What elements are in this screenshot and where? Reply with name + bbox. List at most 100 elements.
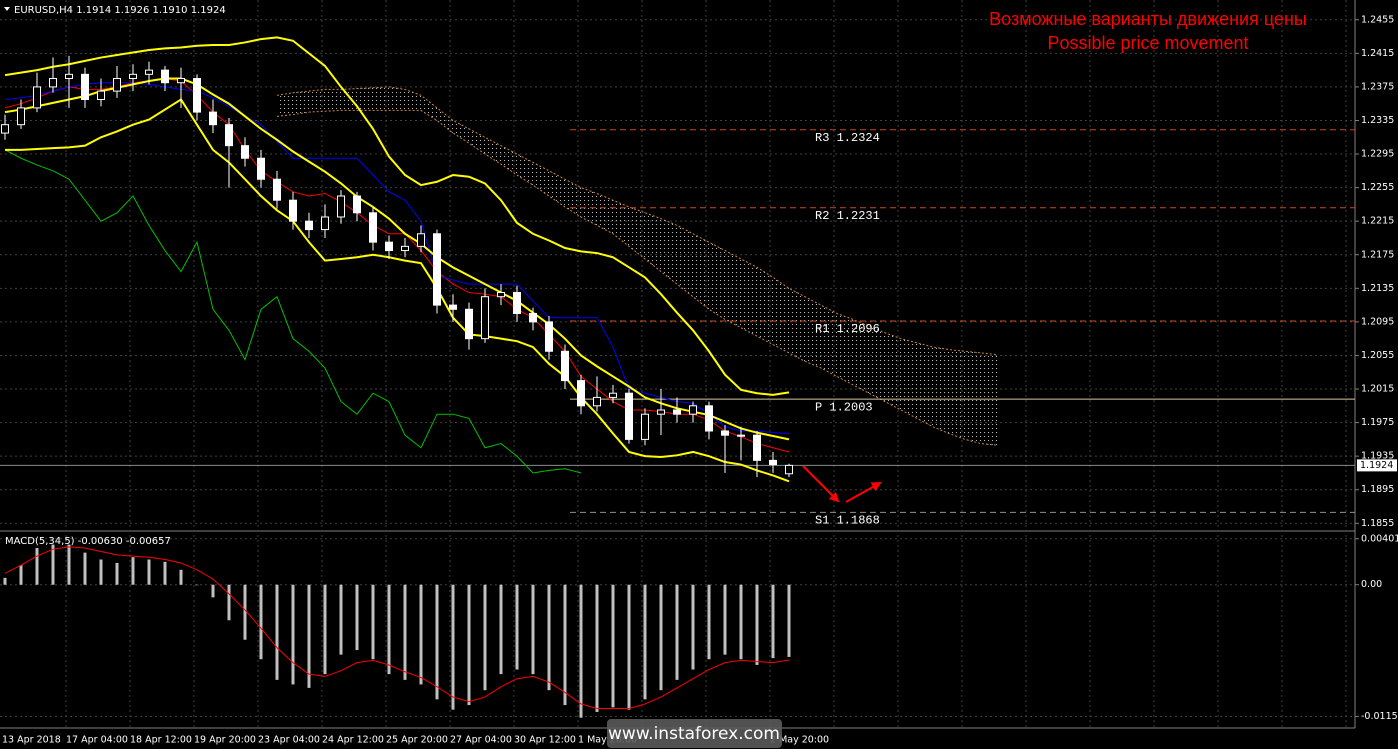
macd-bar xyxy=(707,584,711,660)
x-tick-label: 25 Apr 20:00 xyxy=(386,735,448,746)
y-tick-label: 1.2295 xyxy=(1361,149,1394,160)
candle-body xyxy=(641,413,649,440)
candle-body xyxy=(273,178,281,201)
y-tick-label: 1.2375 xyxy=(1361,81,1394,92)
y-tick-label: 1.2455 xyxy=(1361,14,1394,25)
macd-bar xyxy=(419,584,423,685)
candle-body xyxy=(497,292,505,298)
macd-bar xyxy=(243,584,247,640)
macd-bar xyxy=(275,584,279,680)
candle-body xyxy=(161,69,169,84)
annotation: Возможные варианты движения цены xyxy=(989,9,1307,29)
macd-bar xyxy=(659,584,663,691)
macd-bar xyxy=(67,544,71,585)
macd-bar xyxy=(115,562,119,585)
candle-body xyxy=(769,459,777,466)
y-tick-label: 1.2015 xyxy=(1361,384,1394,395)
candle-body xyxy=(81,73,89,101)
x-tick-label: 17 Apr 04:00 xyxy=(66,735,128,746)
macd-bar xyxy=(99,559,103,585)
macd-bar xyxy=(291,584,295,685)
y-tick-label: 1.2175 xyxy=(1361,249,1394,260)
macd-bar xyxy=(739,584,743,660)
macd-bar xyxy=(323,584,327,675)
macd-bar xyxy=(691,584,695,670)
macd-bar xyxy=(723,584,727,655)
y-tick-label: 1.1855 xyxy=(1361,518,1394,529)
overlay: EURUSD,H4 1.1914 1.1926 1.1910 1.1924 MA… xyxy=(4,5,1307,748)
macd-bar xyxy=(195,584,199,586)
candle-body xyxy=(33,86,41,109)
macd-bar xyxy=(611,584,615,708)
candle-body xyxy=(289,199,297,222)
watermark[interactable]: www.instaforex.com xyxy=(608,724,780,744)
menu-triangle[interactable] xyxy=(4,7,10,11)
candle-body xyxy=(337,195,345,218)
pivot-label: S1 1.1868 xyxy=(815,514,880,528)
candle-body xyxy=(785,464,793,475)
x-tick-label: 23 Apr 04:00 xyxy=(258,735,320,746)
macd-bar xyxy=(643,584,647,700)
candle-body xyxy=(481,296,489,340)
macd-bar xyxy=(771,584,775,659)
candle-body xyxy=(625,392,633,440)
macd-bar xyxy=(595,584,599,712)
pivot-label: R1 1.2096 xyxy=(815,322,880,336)
macd-bar xyxy=(147,559,151,585)
y-tick-label: 1.2055 xyxy=(1361,350,1394,361)
candle-body xyxy=(465,308,473,340)
candle-body xyxy=(369,212,377,243)
macd-bar xyxy=(259,584,263,660)
y-tick-label: 0.00 xyxy=(1361,579,1382,590)
candle-body xyxy=(257,157,265,180)
y-tick-label: 1.1975 xyxy=(1361,417,1394,428)
macd-bar xyxy=(515,584,519,670)
candle-body xyxy=(209,111,217,126)
macd-bar xyxy=(483,584,487,691)
macd-bar xyxy=(787,584,791,657)
y-tick-label: 1.2415 xyxy=(1361,48,1394,59)
candle-body xyxy=(113,78,121,92)
indicator-line xyxy=(4,149,582,474)
y-tick-label: 1.2215 xyxy=(1361,216,1394,227)
macd-bar xyxy=(307,584,311,688)
macd-bar xyxy=(339,584,343,655)
candle-body xyxy=(449,304,457,310)
candle-body xyxy=(193,78,201,113)
candle-body xyxy=(593,396,601,407)
candle-body xyxy=(753,434,761,461)
pivot-label: R3 1.2324 xyxy=(815,131,880,145)
macd-bar xyxy=(579,584,583,718)
bollinger-middle xyxy=(4,77,790,441)
macd-bar xyxy=(211,584,215,598)
candle-body xyxy=(241,145,249,159)
x-tick-label: 30 Apr 12:00 xyxy=(514,735,576,746)
x-tick-label: 13 Apr 2018 xyxy=(2,735,61,746)
cloud-edge xyxy=(276,109,998,446)
x-tick-label: 24 Apr 12:00 xyxy=(322,735,384,746)
candle-body xyxy=(513,292,521,314)
bollinger-lower xyxy=(5,98,790,483)
macd-bar xyxy=(179,569,183,585)
candle-body xyxy=(417,233,425,247)
macd-bar xyxy=(499,584,503,675)
macd-bar xyxy=(531,584,535,675)
x-tick-label: 27 Apr 04:00 xyxy=(450,735,512,746)
signal-line xyxy=(4,546,790,710)
cloud-edge xyxy=(276,86,998,356)
macd-bar xyxy=(755,584,759,665)
candle-body xyxy=(529,312,537,323)
macd-bar xyxy=(83,552,87,585)
candle-body xyxy=(545,321,553,352)
candle-body xyxy=(97,90,105,101)
macd-bar xyxy=(403,584,407,680)
y-tick-label: 1.2335 xyxy=(1361,115,1394,126)
macd-bar xyxy=(19,565,23,585)
candle-body xyxy=(353,195,361,214)
y-tick-label: 0.00401 xyxy=(1361,533,1398,544)
price-tag-label: 1.1924 xyxy=(1360,460,1393,471)
candle-body xyxy=(705,405,713,432)
macd-bar xyxy=(563,584,567,706)
